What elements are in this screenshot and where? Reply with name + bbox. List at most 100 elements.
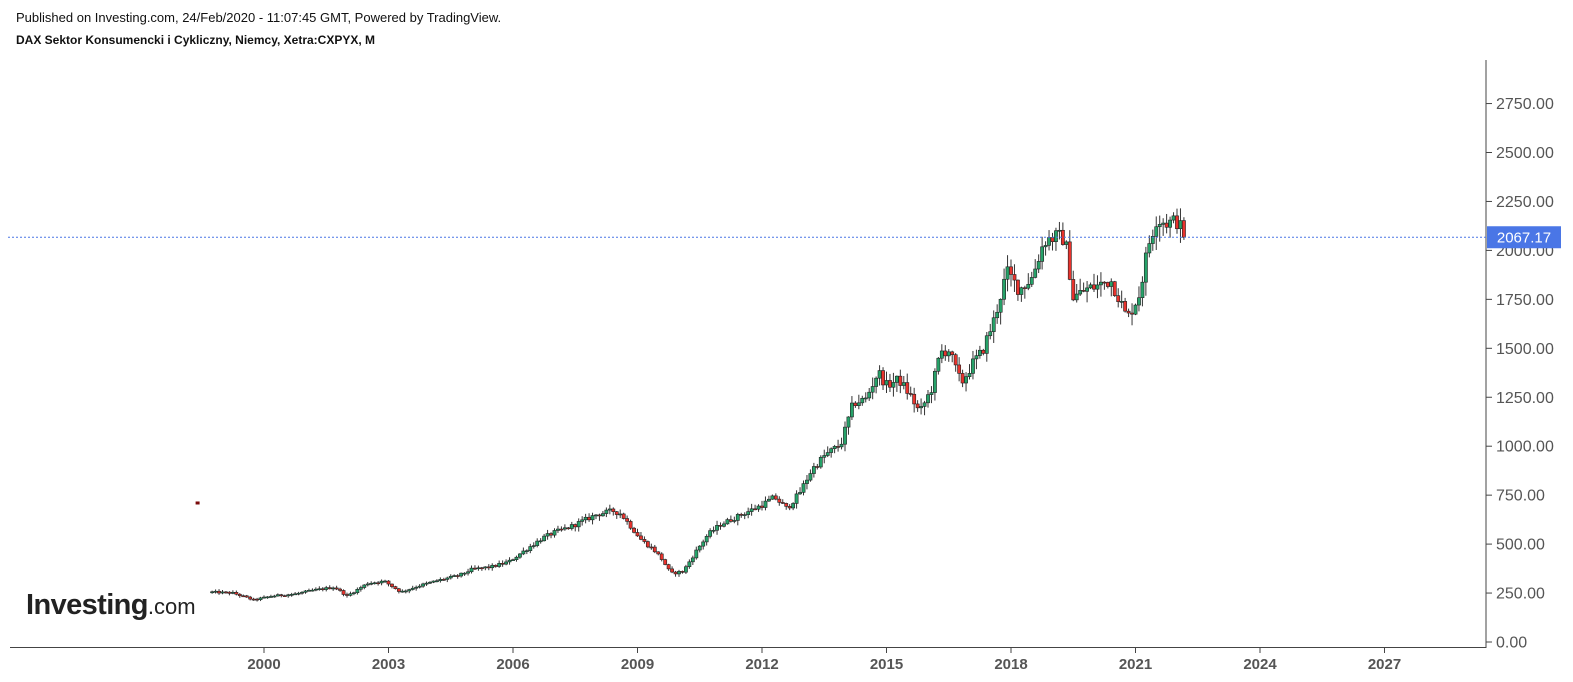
candle-body bbox=[455, 575, 460, 577]
candle-body bbox=[410, 587, 415, 590]
candle-body bbox=[535, 540, 540, 546]
candle-body bbox=[317, 588, 322, 591]
candle-body bbox=[1050, 237, 1055, 242]
candle-body bbox=[1130, 312, 1134, 315]
candle-body bbox=[1033, 268, 1038, 278]
candle-body bbox=[929, 392, 934, 395]
y-tick-label: 0.00 bbox=[1496, 635, 1527, 652]
y-tick-label: 1750.00 bbox=[1496, 292, 1554, 309]
candle-body bbox=[1133, 304, 1138, 315]
candle-body bbox=[1009, 266, 1013, 275]
candle-body bbox=[1143, 252, 1148, 283]
candle-body bbox=[988, 331, 993, 337]
candle-body bbox=[573, 524, 578, 528]
candle-body bbox=[1119, 301, 1124, 303]
candle-body bbox=[421, 583, 425, 587]
candle-body bbox=[1137, 297, 1141, 306]
candle-body bbox=[805, 479, 809, 484]
candle-body bbox=[445, 577, 450, 580]
candle-body bbox=[960, 373, 965, 384]
candle-body bbox=[818, 456, 823, 468]
candle-body bbox=[355, 589, 360, 594]
candle-body bbox=[542, 535, 547, 542]
candle-body bbox=[438, 579, 443, 582]
x-tick-label: 2003 bbox=[372, 656, 405, 673]
candle-body bbox=[594, 514, 598, 517]
symbol-title: DAX Sektor Konsumencki i Cykliczny, Niem… bbox=[16, 33, 376, 47]
candle-body bbox=[645, 541, 650, 548]
candle-body bbox=[853, 402, 858, 406]
candle-body bbox=[964, 376, 968, 384]
candle-body bbox=[1074, 293, 1079, 301]
candle-body bbox=[1150, 236, 1155, 244]
x-tick-label: 2000 bbox=[247, 656, 280, 673]
candle-body bbox=[1109, 281, 1114, 287]
candle-body bbox=[815, 466, 820, 468]
last-price-label: 2067.17 bbox=[1497, 230, 1551, 247]
candle-body bbox=[680, 571, 685, 573]
candle-body bbox=[345, 594, 349, 596]
candle-body bbox=[898, 375, 903, 386]
candle-body bbox=[870, 386, 875, 393]
candle-body bbox=[950, 351, 955, 356]
candle-body bbox=[649, 546, 654, 549]
candle-body bbox=[618, 513, 623, 516]
candle-body bbox=[1147, 243, 1152, 254]
candle-body bbox=[500, 563, 505, 565]
candle-body bbox=[497, 563, 502, 567]
candle-body bbox=[614, 511, 619, 515]
candle-body bbox=[1012, 274, 1017, 281]
candle-body bbox=[1116, 295, 1121, 302]
candle-body bbox=[611, 508, 616, 512]
candle-body bbox=[652, 546, 657, 553]
x-tick-label: 2024 bbox=[1243, 656, 1277, 673]
candle-body bbox=[704, 536, 709, 543]
candle-body bbox=[625, 518, 630, 522]
candle-body bbox=[303, 590, 308, 593]
candle-body bbox=[390, 583, 394, 587]
candle-body bbox=[836, 446, 840, 448]
candle-body bbox=[587, 516, 591, 521]
candle-body bbox=[490, 564, 495, 569]
candle-body bbox=[867, 391, 872, 399]
candle-body bbox=[462, 572, 467, 575]
candle-body bbox=[984, 335, 989, 354]
candle-body bbox=[269, 596, 273, 598]
candle-body bbox=[341, 590, 346, 595]
candle-body bbox=[877, 370, 882, 379]
candle-body bbox=[383, 580, 387, 583]
candle-body bbox=[576, 521, 581, 528]
candle-body bbox=[708, 530, 713, 537]
candle-body bbox=[953, 354, 958, 366]
candle-body bbox=[801, 483, 806, 493]
candle-body bbox=[597, 514, 602, 517]
candle-body bbox=[939, 350, 944, 359]
candle-body bbox=[493, 564, 498, 567]
candle-body bbox=[251, 598, 256, 601]
candle-body bbox=[531, 545, 536, 547]
candle-body bbox=[974, 355, 979, 360]
x-tick-label: 2012 bbox=[745, 656, 778, 673]
candle-body bbox=[694, 549, 699, 559]
candle-body bbox=[936, 357, 941, 372]
candle-body bbox=[884, 380, 889, 386]
candle-body bbox=[518, 553, 522, 558]
candle-body bbox=[822, 455, 827, 458]
candle-body bbox=[967, 373, 972, 377]
candle-body bbox=[628, 521, 633, 529]
candle-body bbox=[780, 502, 785, 504]
candle-body bbox=[690, 557, 695, 563]
candle-body bbox=[393, 586, 398, 590]
y-tick-label: 1500.00 bbox=[1496, 341, 1554, 358]
candle-body bbox=[307, 590, 311, 592]
candle-body bbox=[881, 370, 885, 386]
candle-body bbox=[210, 591, 215, 594]
candle-body bbox=[1178, 220, 1183, 230]
x-tick-label: 2006 bbox=[496, 656, 529, 673]
candle-body bbox=[428, 581, 432, 584]
candle-body bbox=[483, 566, 488, 569]
candle-body bbox=[1016, 279, 1020, 295]
candle-body bbox=[1036, 261, 1041, 270]
y-tick-label: 500.00 bbox=[1496, 537, 1545, 554]
candle-body bbox=[396, 588, 401, 592]
